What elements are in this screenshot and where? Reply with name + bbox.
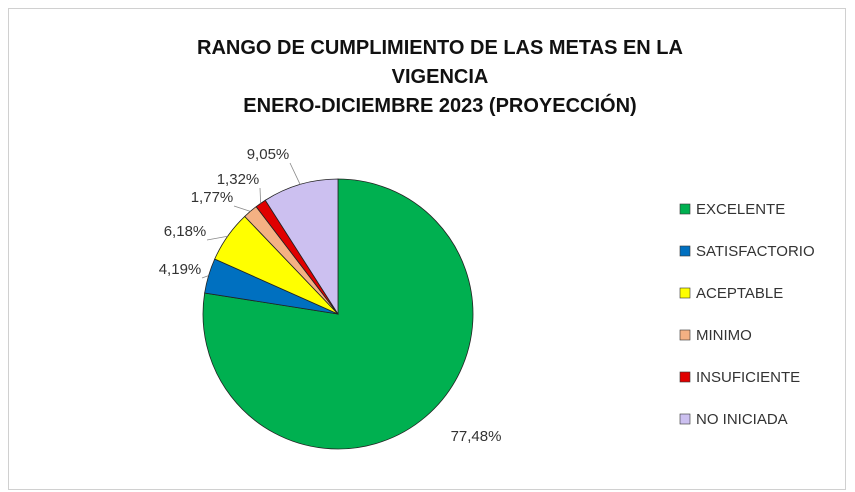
data-label: 1,32% — [217, 171, 260, 188]
legend-swatch — [679, 371, 691, 383]
legend-label: SATISFACTORIO — [696, 243, 815, 260]
data-label: 6,18% — [164, 223, 207, 240]
leader-line — [206, 235, 228, 241]
chart-title: RANGO DE CUMPLIMIENTO DE LAS METAS EN LA… — [197, 37, 683, 88]
leader-line — [259, 187, 262, 204]
legend-label: NO INICIADA — [696, 411, 788, 428]
chart-subtitle: ENERO-DICIEMBRE 2023 (PROYECCIÓN) — [243, 95, 637, 117]
legend-label: ACEPTABLE — [696, 285, 783, 302]
legend-swatch — [679, 203, 691, 215]
legend-swatch — [679, 287, 691, 299]
leader-line — [233, 205, 251, 212]
data-label: 4,19% — [159, 261, 202, 278]
legend-label: INSUFICIENTE — [696, 369, 800, 386]
legend-label: MINIMO — [696, 327, 752, 344]
chart-frame — [8, 8, 846, 490]
legend-swatch — [679, 245, 691, 257]
legend-swatch — [679, 413, 691, 425]
legend-swatch — [679, 329, 691, 341]
data-label: 77,48% — [451, 428, 502, 445]
data-label: 9,05% — [247, 146, 290, 163]
leader-line — [201, 275, 209, 279]
pie-slice — [264, 178, 339, 316]
legend-label: EXCELENTE — [696, 201, 785, 218]
leader-line — [289, 162, 301, 185]
data-label: 1,77% — [191, 189, 234, 206]
